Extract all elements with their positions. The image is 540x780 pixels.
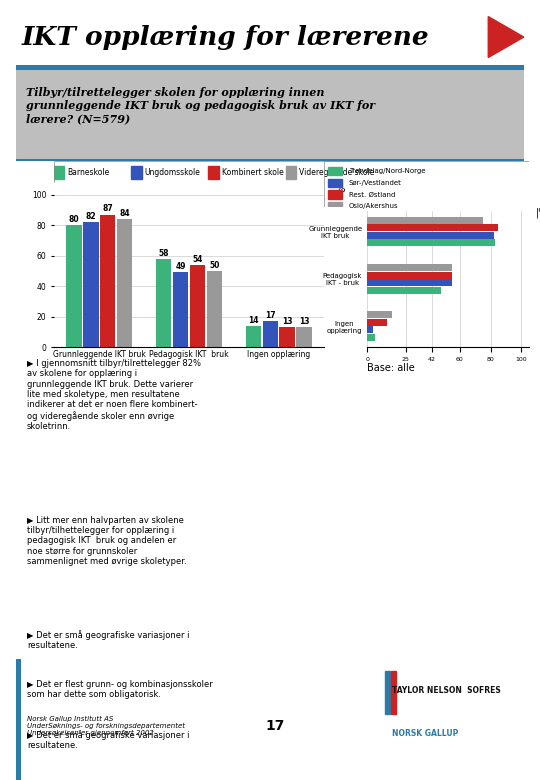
Text: NORSK GALLUP: NORSK GALLUP (392, 729, 458, 738)
Text: 54: 54 (192, 254, 202, 264)
Text: 87: 87 (102, 204, 113, 214)
Bar (367, 225, 498, 232)
Bar (367, 279, 452, 286)
Bar (384, 671, 390, 714)
Text: 84: 84 (119, 209, 130, 218)
Bar (83, 222, 99, 347)
Text: 80: 80 (69, 215, 79, 224)
Text: Barneskole: Barneskole (68, 168, 110, 177)
Text: Base: alle: Base: alle (367, 363, 415, 373)
Text: ▶ Det er flest grunn- og kombinasjonsskoler
som har dette som obligatorisk.: ▶ Det er flest grunn- og kombinasjonssko… (27, 679, 213, 699)
Bar (190, 265, 205, 347)
Bar (328, 202, 342, 211)
Bar (367, 271, 452, 278)
Text: 17: 17 (265, 311, 275, 320)
Text: Ungdomsskole: Ungdomsskole (145, 168, 200, 177)
Bar (286, 166, 296, 179)
Text: IKT opplæring for lærerene: IKT opplæring for lærerene (21, 24, 429, 50)
Text: 58: 58 (159, 249, 169, 257)
Bar (328, 167, 342, 175)
Bar (246, 326, 261, 347)
Bar (279, 328, 295, 347)
Text: 13: 13 (299, 317, 309, 326)
Bar (367, 311, 392, 318)
Bar (208, 166, 219, 179)
Text: Norsk Gallup Institutt AS
UnderSøknings- og forskningsdepartementet
Undersøkelse: Norsk Gallup Institutt AS UnderSøknings-… (26, 715, 185, 736)
Text: 49: 49 (176, 262, 186, 271)
Text: TAYLOR NELSON  SOFRES: TAYLOR NELSON SOFRES (392, 686, 501, 695)
Bar (66, 225, 82, 347)
Bar (367, 334, 375, 341)
Text: ▶ I gjennomsnitt tilbyr/tilrettelegger 82%
av skolene for opplæring i
grunnlegge: ▶ I gjennomsnitt tilbyr/tilrettelegger 8… (27, 359, 201, 431)
Text: 14: 14 (248, 316, 259, 324)
Bar (390, 671, 396, 714)
Text: Videregående skole: Videregående skole (299, 168, 374, 177)
Bar (328, 179, 342, 186)
Text: ▶ Litt mer enn halvparten av skolene
tilbyr/tilhettelegger for opplæring i
pedag: ▶ Litt mer enn halvparten av skolene til… (27, 516, 187, 566)
Bar (296, 328, 312, 347)
Text: 13: 13 (282, 317, 292, 326)
Text: %: % (335, 184, 346, 194)
Bar (367, 326, 373, 333)
Text: Trøndelag/Nord-Norge: Trøndelag/Nord-Norge (349, 168, 425, 174)
Text: Sør-/Vestlandet: Sør-/Vestlandet (349, 179, 402, 186)
Bar (206, 271, 222, 347)
Text: Tilbyr/tilrettelegger skolen for opplæring innen
grunnleggende IKT bruk og pedag: Tilbyr/tilrettelegger skolen for opplæri… (26, 87, 375, 124)
Text: |%: |% (536, 207, 540, 218)
Text: 50: 50 (209, 261, 219, 270)
Bar (367, 287, 441, 293)
Bar (262, 321, 278, 347)
Text: 82: 82 (85, 212, 96, 221)
Bar (367, 217, 483, 224)
Text: ▶ Det er små geografiske variasjoner i
resultatene.: ▶ Det er små geografiske variasjoner i r… (27, 730, 190, 750)
Bar (367, 264, 452, 271)
Bar (156, 259, 172, 347)
Bar (328, 190, 342, 199)
Text: Rest. Østland: Rest. Østland (349, 191, 395, 197)
Bar (117, 219, 132, 347)
Text: Oslo/Akershus: Oslo/Akershus (349, 204, 398, 209)
Bar (100, 215, 116, 347)
Bar (131, 166, 141, 179)
Bar (173, 272, 188, 347)
Text: Kombinert skole: Kombinert skole (222, 168, 284, 177)
Bar (367, 319, 387, 326)
Bar (367, 239, 495, 246)
Polygon shape (488, 16, 524, 58)
Text: ▶ Det er små geografiske variasjoner i
resultatene.: ▶ Det er små geografiske variasjoner i r… (27, 629, 190, 650)
Bar (367, 232, 494, 239)
Text: 17: 17 (266, 718, 285, 732)
Bar (54, 166, 64, 179)
